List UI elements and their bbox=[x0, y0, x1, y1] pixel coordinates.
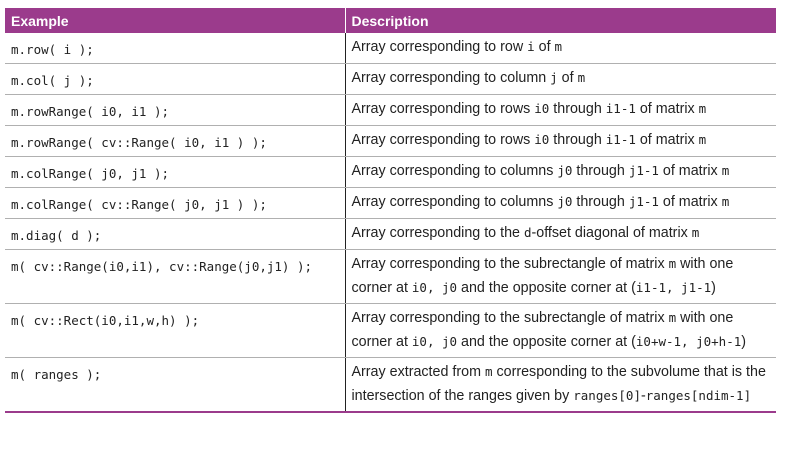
example-cell: m.rowRange( i0, i1 ); bbox=[5, 94, 345, 126]
description-cell: Array corresponding to rows i0 through i… bbox=[344, 94, 776, 126]
header-description: Description bbox=[344, 8, 776, 33]
code-token: i0, j0 bbox=[411, 334, 458, 349]
example-cell: m( cv::Rect(i0,i1,w,h) ); bbox=[5, 303, 345, 358]
code-token: m bbox=[721, 194, 730, 209]
code-token: i0, j0 bbox=[411, 280, 458, 295]
code-token: ranges[0] bbox=[573, 388, 641, 403]
description-cell: Array extracted from m corresponding to … bbox=[344, 357, 776, 413]
table-row: m( cv::Range(i0,i1), cv::Range(j0,j1) );… bbox=[5, 249, 776, 304]
table-row: m.rowRange( i0, i1 ); Array corresponding… bbox=[5, 94, 776, 126]
code-token: m bbox=[668, 310, 677, 325]
description-cell: Array corresponding to columns j0 throug… bbox=[344, 187, 776, 219]
code-token: m bbox=[484, 364, 493, 379]
code-token: m bbox=[554, 39, 563, 54]
code-token: i0+w-1, j0+h-1 bbox=[635, 334, 742, 349]
header-row: Example Description bbox=[5, 8, 776, 33]
description-cell: Array corresponding to columns j0 throug… bbox=[344, 156, 776, 188]
table-row: m.rowRange( cv::Range( i0, i1 ) ); Array … bbox=[5, 125, 776, 157]
example-cell: m( cv::Range(i0,i1), cv::Range(j0,j1) ); bbox=[5, 249, 345, 304]
code-token: i bbox=[527, 39, 535, 54]
code-token: j1-1 bbox=[628, 163, 659, 178]
code-token: m bbox=[698, 132, 707, 147]
description-cell: Array corresponding to rows i0 through i… bbox=[344, 125, 776, 157]
table-row: m( cv::Rect(i0,i1,w,h) ); Array correspon… bbox=[5, 303, 776, 358]
code-token: i0 bbox=[534, 132, 550, 147]
table-body: m.row( i ); Array corresponding to row i … bbox=[5, 33, 776, 413]
description-cell: Array corresponding to the subrectangle … bbox=[344, 249, 776, 304]
code-token: j0 bbox=[557, 163, 573, 178]
example-cell: m.col( j ); bbox=[5, 63, 345, 95]
example-cell: m.diag( d ); bbox=[5, 218, 345, 250]
header-example: Example bbox=[5, 8, 345, 33]
code-token: j bbox=[550, 70, 558, 85]
code-token: m bbox=[577, 70, 586, 85]
code-token: m bbox=[721, 163, 730, 178]
code-token: m bbox=[698, 101, 707, 116]
table-row: m.colRange( cv::Range( j0, j1 ) ); Array … bbox=[5, 187, 776, 219]
table-row: m.diag( d ); Array corresponding to the d… bbox=[5, 218, 776, 250]
code-token: i1-1 bbox=[605, 101, 636, 116]
methods-table: Example Description m.row( i ); Array cor… bbox=[5, 8, 776, 413]
description-cell: Array corresponding to the subrectangle … bbox=[344, 303, 776, 358]
example-cell: m.colRange( j0, j1 ); bbox=[5, 156, 345, 188]
table-row: m( ranges ); Array extracted from m corre… bbox=[5, 357, 776, 413]
example-cell: m( ranges ); bbox=[5, 357, 345, 413]
example-cell: m.colRange( cv::Range( j0, j1 ) ); bbox=[5, 187, 345, 219]
example-cell: m.rowRange( cv::Range( i0, i1 ) ); bbox=[5, 125, 345, 157]
code-token: j0 bbox=[557, 194, 573, 209]
code-token: d bbox=[523, 225, 532, 240]
code-token: i1-1, j1-1 bbox=[635, 280, 712, 295]
description-cell: Array corresponding to the d-offset diag… bbox=[344, 218, 776, 250]
table-row: m.row( i ); Array corresponding to row i … bbox=[5, 33, 776, 64]
table-row: m.col( j ); Array corresponding to column… bbox=[5, 63, 776, 95]
code-token: m bbox=[691, 225, 700, 240]
example-cell: m.row( i ); bbox=[5, 33, 345, 64]
description-cell: Array corresponding to column j of m bbox=[344, 63, 776, 95]
code-token: ranges[ndim-1] bbox=[645, 388, 752, 403]
code-token: m bbox=[668, 256, 677, 271]
table-row: m.colRange( j0, j1 ); Array corresponding… bbox=[5, 156, 776, 188]
code-token: i1-1 bbox=[605, 132, 636, 147]
description-cell: Array corresponding to row i of m bbox=[344, 33, 776, 64]
code-token: j1-1 bbox=[628, 194, 659, 209]
code-token: i0 bbox=[534, 101, 550, 116]
